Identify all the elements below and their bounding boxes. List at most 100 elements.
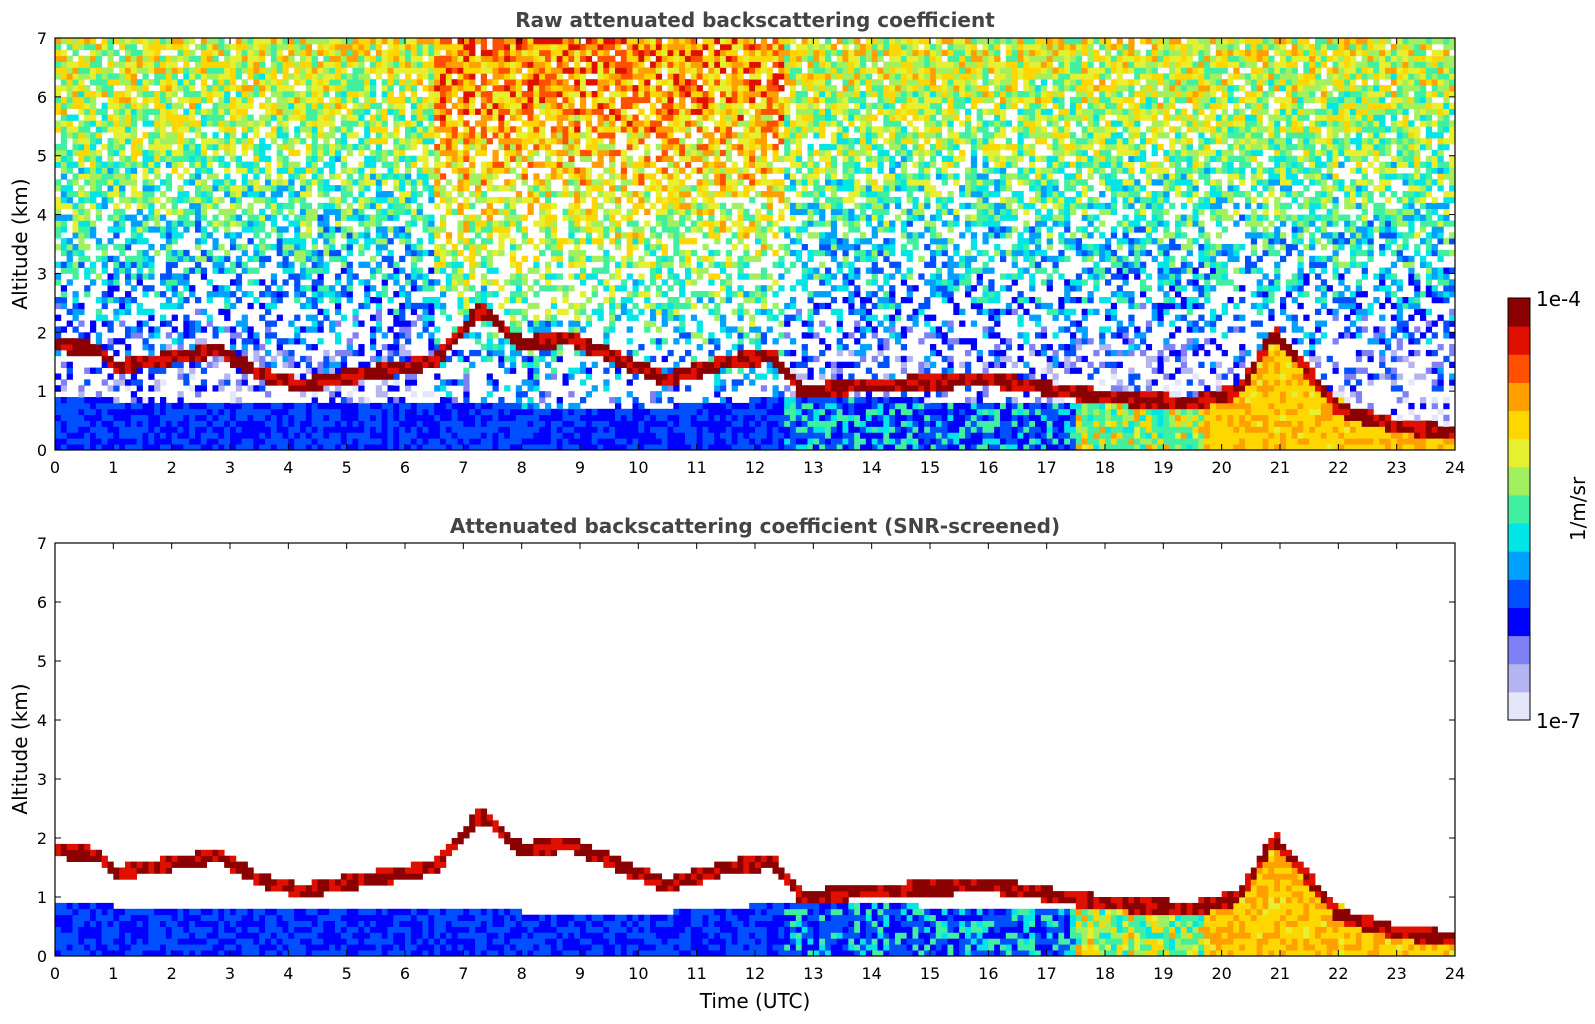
raw-heatmap-cell — [405, 355, 412, 363]
raw-heatmap-cell — [195, 402, 202, 410]
raw-heatmap-cell — [160, 114, 167, 121]
raw-heatmap-cell — [259, 43, 266, 51]
raw-heatmap-cell — [195, 408, 202, 416]
raw-heatmap-cell — [235, 43, 243, 51]
raw-heatmap-cell — [440, 285, 447, 292]
raw-heatmap-cell — [457, 426, 464, 433]
raw-heatmap-cell — [224, 414, 231, 421]
raw-heatmap-cell — [638, 167, 645, 174]
raw-heatmap-cell — [603, 355, 610, 363]
raw-heatmap-cell — [609, 102, 616, 110]
raw-heatmap-cell — [580, 238, 587, 245]
raw-heatmap-cell — [259, 361, 266, 368]
raw-heatmap-cell — [136, 420, 143, 427]
raw-heatmap-cell — [521, 120, 528, 127]
raw-heatmap-cell — [329, 161, 336, 168]
raw-heatmap-cell — [585, 408, 593, 416]
raw-heatmap-cell — [580, 114, 587, 121]
raw-heatmap-cell — [364, 420, 371, 427]
raw-heatmap-cell — [515, 49, 523, 57]
raw-heatmap-cell — [305, 273, 313, 280]
raw-heatmap-cell — [428, 226, 435, 233]
raw-heatmap-cell — [300, 255, 307, 263]
raw-heatmap-cell — [515, 149, 523, 157]
raw-heatmap-cell — [521, 432, 528, 439]
raw-heatmap-cell — [177, 96, 184, 104]
raw-heatmap-cell — [154, 291, 161, 298]
raw-heatmap-cell — [358, 302, 365, 310]
raw-heatmap-cell — [340, 361, 348, 368]
raw-heatmap-cell — [533, 355, 540, 363]
raw-backscatter-panel: Raw attenuated backscattering coefficien… — [8, 8, 1465, 477]
raw-heatmap-cell — [445, 114, 453, 121]
raw-heatmap-cell — [224, 138, 231, 145]
raw-heatmap-cell — [317, 432, 324, 439]
raw-heatmap-cell — [638, 414, 645, 421]
raw-heatmap-cell — [457, 308, 464, 316]
raw-heatmap-cell — [405, 49, 412, 57]
raw-heatmap-cell — [550, 38, 558, 45]
raw-heatmap-cell — [358, 408, 365, 416]
raw-heatmap-cell — [434, 102, 441, 110]
raw-heatmap-cell — [212, 61, 219, 68]
raw-heatmap-cell — [568, 444, 575, 450]
raw-heatmap-cell — [317, 149, 324, 157]
raw-heatmap-cell — [381, 367, 388, 374]
raw-heatmap-cell — [556, 238, 563, 245]
raw-heatmap-cell — [323, 220, 330, 227]
raw-heatmap-cell — [580, 349, 587, 357]
raw-heatmap-cell — [346, 279, 353, 286]
raw-heatmap-cell — [119, 173, 126, 180]
raw-heatmap-cell — [463, 38, 470, 45]
raw-heatmap-cell — [60, 220, 68, 227]
raw-heatmap-cell — [84, 426, 91, 433]
raw-heatmap-cell — [440, 55, 447, 62]
raw-heatmap-cell — [568, 426, 575, 433]
raw-heatmap-cell — [416, 67, 423, 74]
raw-heatmap-cell — [165, 438, 173, 445]
raw-heatmap-cell — [480, 261, 488, 268]
raw-heatmap-cell — [165, 285, 173, 292]
raw-heatmap-cell — [550, 132, 558, 139]
raw-heatmap-cell — [457, 149, 464, 157]
raw-heatmap-cell — [119, 61, 126, 68]
raw-heatmap-cell — [101, 291, 108, 298]
raw-heatmap-cell — [66, 267, 73, 274]
raw-heatmap-cell — [119, 155, 126, 162]
raw-heatmap-cell — [416, 43, 423, 51]
raw-heatmap-cell — [609, 302, 616, 310]
raw-heatmap-cell — [55, 314, 62, 321]
raw-heatmap-cell — [527, 361, 534, 368]
raw-heatmap-cell — [95, 161, 103, 168]
raw-heatmap-cell — [154, 120, 161, 127]
raw-heatmap-cell — [259, 208, 266, 215]
raw-heatmap-cell — [638, 361, 645, 368]
raw-heatmap-cell — [603, 432, 610, 439]
raw-heatmap-cell — [527, 38, 534, 45]
raw-heatmap-cell — [300, 273, 307, 280]
raw-heatmap-cell — [195, 391, 202, 398]
raw-heatmap-cell — [95, 191, 103, 198]
raw-heatmap-cell — [200, 143, 208, 151]
raw-heatmap-cell — [370, 38, 377, 45]
raw-heatmap-cell — [160, 314, 167, 321]
raw-heatmap-cell — [305, 90, 313, 98]
raw-heatmap-cell — [125, 302, 132, 310]
raw-heatmap-cell — [445, 38, 453, 45]
raw-heatmap-cell — [230, 73, 237, 80]
raw-heatmap-cell — [241, 314, 248, 321]
raw-heatmap-cell — [235, 355, 243, 363]
raw-heatmap-cell — [270, 196, 278, 204]
raw-heatmap-cell — [550, 114, 558, 121]
raw-heatmap-cell — [282, 438, 289, 445]
raw-heatmap-cell — [160, 367, 167, 374]
raw-heatmap-cell — [393, 114, 400, 121]
raw-heatmap-cell — [206, 167, 213, 174]
raw-heatmap-cell — [381, 96, 388, 104]
raw-heatmap-cell — [556, 414, 563, 421]
raw-heatmap-cell — [101, 349, 108, 357]
raw-heatmap-cell — [545, 49, 552, 57]
raw-heatmap-cell — [358, 208, 365, 215]
raw-heatmap-cell — [352, 196, 359, 204]
raw-heatmap-cell — [352, 108, 359, 115]
